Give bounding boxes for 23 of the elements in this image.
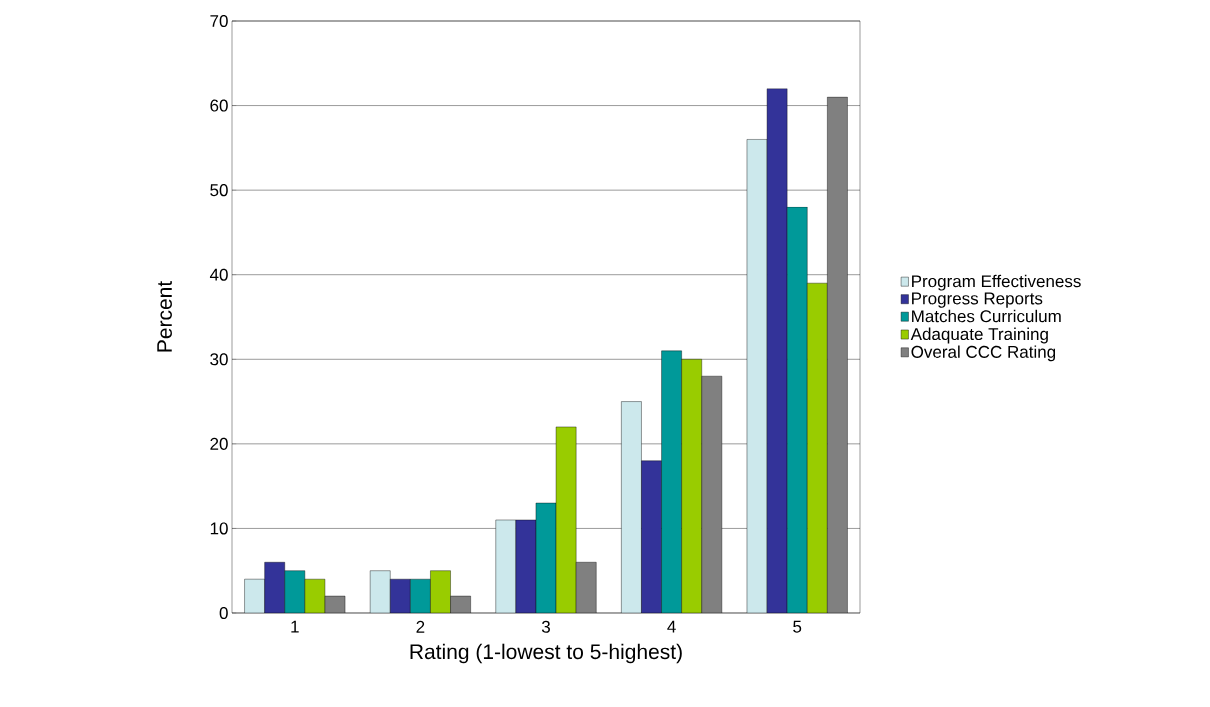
bar [681,359,702,613]
bar [807,282,828,613]
x-tick-label: 2 [416,620,425,633]
y-tick-label: 50 [210,184,228,197]
x-tick-label: 5 [793,620,802,633]
legend-label: Overal CCC Rating [911,345,1056,362]
y-tick-label: 30 [210,353,228,366]
legend-label: Adaquate Training [910,327,1048,344]
y-tick-label: 40 [209,268,228,281]
x-tick-label: 3 [541,620,550,633]
x-tick-label: 1 [291,620,299,633]
y-tick-label: 10 [210,522,228,535]
legend-label: Program Effectiveness [912,274,1081,291]
y-tick-label: 20 [210,437,228,450]
y-tick-label: 60 [210,99,228,112]
legend-label: Matches Curriculum [912,309,1061,323]
y-axis-title: Percent [157,280,172,352]
bar [430,570,451,613]
x-tick-label: 4 [667,620,676,633]
legend-label: Progress Reports [912,292,1043,308]
x-axis-title: Rating (1-lowest to 5-highest) [410,643,682,664]
y-tick-label: 0 [219,606,228,620]
y-tick-label: 70 [210,14,228,28]
